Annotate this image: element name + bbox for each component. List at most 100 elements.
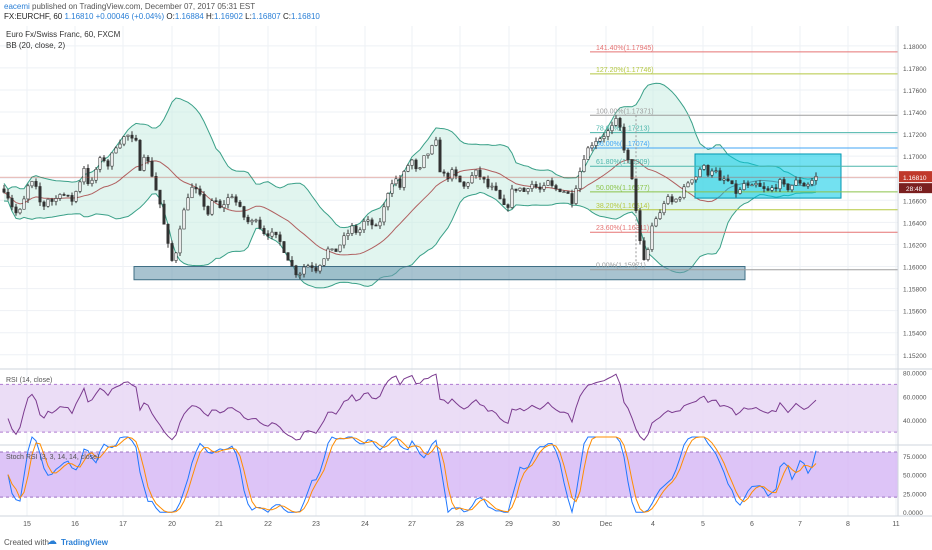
candle-body [166,223,170,244]
candle-body [510,188,514,208]
open-value: 1.16884 [174,12,204,21]
price-axis-tick: 1.18000 [903,44,927,51]
symbol-label: FX:EURCHF, 60 [4,12,63,21]
candle-body [314,267,318,272]
candle [194,183,198,194]
candle-body [682,186,686,198]
candle-body [62,194,66,196]
candle [646,247,650,262]
author-link[interactable]: eacemi [4,2,30,11]
candle [242,205,246,221]
candle-body [758,183,762,187]
candle [354,224,358,235]
candle-body [630,159,634,180]
candle [634,178,638,214]
candle [226,193,230,209]
candle [546,179,550,186]
candle-body [210,200,214,215]
candle [110,152,114,170]
candle [174,251,178,264]
candle-body [390,183,394,194]
rsi-line [7,373,817,441]
candle-body [326,248,330,260]
candle-body [162,203,166,225]
candle-body [786,183,790,191]
candle [582,155,586,173]
candle [762,182,766,193]
candle [554,183,558,192]
candle [670,194,674,205]
candle-body [802,182,806,187]
candle-body [626,149,630,160]
candle [526,188,530,195]
candle-body [722,178,726,181]
candle [378,218,382,229]
candle-body [18,208,22,214]
candle [266,230,270,240]
candle-body [2,188,6,193]
candle-body [590,145,594,149]
candle-body [14,206,18,214]
price-axis-tick: 1.16000 [903,265,927,272]
candle-body [730,180,734,185]
candle-body [350,225,354,234]
candle [214,197,218,203]
candle-body [142,156,146,171]
candle [206,205,210,217]
candle [94,167,98,184]
candle [246,214,250,225]
candle [166,223,170,248]
candle-body [674,198,678,203]
close-label: C: [282,12,291,21]
candle [38,182,42,207]
candle-body [46,198,50,207]
candle-body [678,197,682,200]
candle [682,183,686,200]
candle-body [610,125,614,132]
candle [74,190,78,204]
candle-body [318,265,322,272]
candle-body [230,196,234,199]
candle-body [70,195,74,202]
time-axis-tick: 6 [750,521,754,528]
candle [286,252,290,261]
candle [334,248,338,252]
candle [486,175,490,189]
rsi-axis-tick: 40.0000 [903,418,927,425]
candle [338,244,342,253]
candle-body [306,265,310,268]
candle-body [218,200,222,208]
candle [578,167,582,193]
candle [322,258,326,267]
time-axis-tick: 23 [312,521,320,528]
candle-body [770,187,774,191]
published-text: published on TradingView.com, December 0… [32,2,256,11]
candle [366,216,370,226]
rsi-axis-tick: 60.0000 [903,394,927,401]
tradingview-brand[interactable]: TradingView [61,538,108,547]
candle-body [206,206,210,215]
candle-body [654,218,658,227]
candle [134,134,138,142]
price-axis-tick: 1.16400 [903,220,927,227]
candle [566,191,570,194]
candle-body [130,134,134,139]
candle [494,182,498,192]
candle [238,200,242,208]
last-price-badge-label: 1.16810 [903,175,927,182]
candle-body [470,175,474,184]
stoch-axis-tick: 75.0000 [903,454,927,461]
candle-body [362,220,366,231]
chart-canvas[interactable]: 141.40%(1.17945) 127.20%(1.17746) 100.00%(… [0,26,932,530]
time-axis-tick: 4 [651,521,655,528]
open-label: O: [166,12,175,21]
candle-body [74,191,78,202]
axes: 1.18000 1.17800 1.17600 1.17400 1.17200 1.170… [0,26,932,528]
candle [122,135,126,147]
time-axis-tick: Dec [600,521,613,528]
candle [610,121,614,135]
bollinger-bands [3,82,817,289]
candle-body [706,165,710,176]
candle [82,165,86,185]
fib-level-label: 23.60%(1.16311) [596,225,649,232]
